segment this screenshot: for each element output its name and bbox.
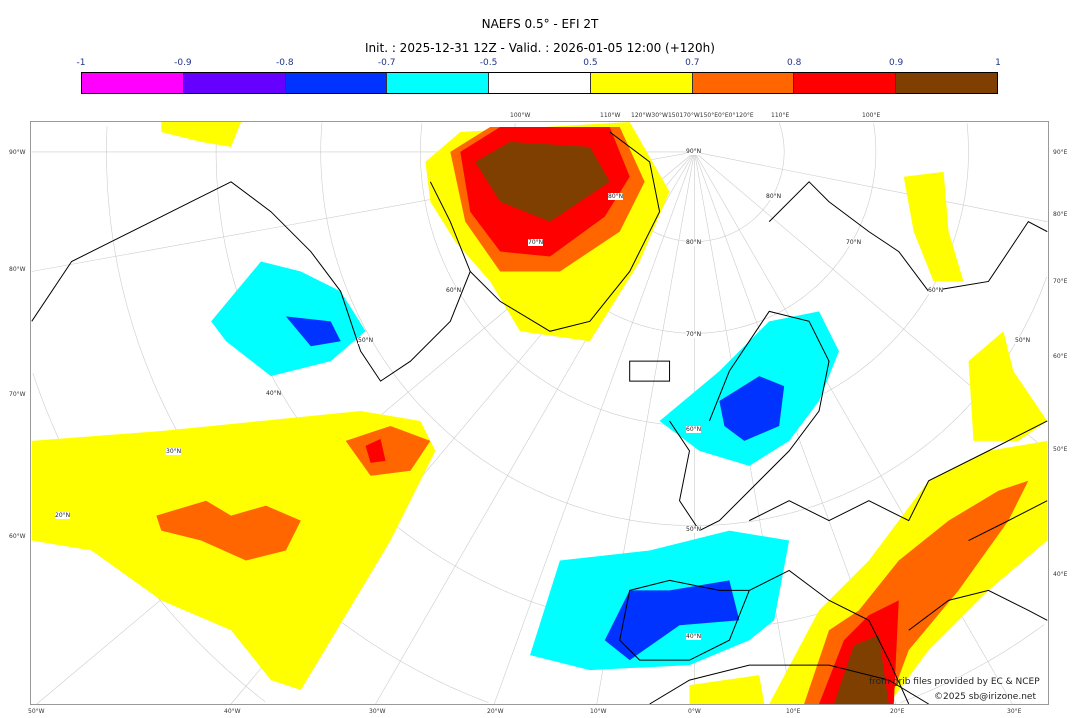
colorbar-bin bbox=[489, 73, 591, 93]
colorbar-bin bbox=[183, 73, 286, 93]
right-axis-label: 50°E bbox=[1053, 446, 1068, 453]
map-title: NAEFS 0.5° - EFI 2T bbox=[481, 17, 599, 31]
colorbar-tick-label: -0.5 bbox=[479, 58, 498, 68]
latitude-label: 40°N bbox=[686, 633, 702, 640]
colorbar-bin bbox=[387, 73, 490, 93]
map-subtitle: Init. : 2025-12-31 12Z - Valid. : 2026-0… bbox=[365, 41, 715, 55]
colorbar-tick-label: -0.8 bbox=[275, 58, 294, 68]
colorbar-tick-label: 0.7 bbox=[685, 58, 700, 68]
colorbar-tick-label: 0.5 bbox=[583, 58, 598, 68]
colorbar-tick-label: -0.9 bbox=[174, 58, 192, 68]
bottom-axis-label: 50°W bbox=[28, 708, 45, 715]
colorbar-bin bbox=[285, 73, 388, 93]
bottom-axis-label: 40°W bbox=[224, 708, 241, 715]
latitude-label: 20°N bbox=[55, 512, 71, 519]
bottom-axis-label: 30°W bbox=[369, 708, 386, 715]
latitude-label: 70°N bbox=[686, 331, 702, 338]
colorbar-tick-label: 0.8 bbox=[787, 58, 802, 68]
top-axis-label: 100°E bbox=[862, 112, 881, 119]
top-axis-label: 100°W bbox=[510, 112, 531, 119]
latitude-label: 80°N bbox=[608, 193, 624, 200]
colorbar bbox=[81, 72, 998, 94]
right-axis-label: 90°E bbox=[1053, 149, 1068, 156]
copyright: ©2025 sb@irizone.net bbox=[934, 692, 1036, 702]
bottom-axis-label: 20°W bbox=[487, 708, 504, 715]
bottom-axis-label: 30°E bbox=[1007, 708, 1022, 715]
bottom-axis-label: 20°E bbox=[890, 708, 905, 715]
colorbar-tick-label: 0.9 bbox=[888, 58, 904, 68]
colorbar-bin bbox=[794, 73, 897, 93]
source-credit: from grib files provided by EC & NCEP bbox=[869, 677, 1040, 687]
top-axis-label: 110°W bbox=[600, 112, 621, 119]
left-axis-label: 90°W bbox=[9, 149, 26, 156]
latitude-label: 30°N bbox=[166, 448, 182, 455]
latitude-label: 50°N bbox=[1015, 337, 1031, 344]
right-axis-label: 60°E bbox=[1053, 353, 1068, 360]
colorbar-tick-label: -1 bbox=[76, 58, 86, 68]
latitude-label: 80°N bbox=[766, 193, 782, 200]
bottom-axis-label: 10°W bbox=[590, 708, 607, 715]
latitude-label: 60°N bbox=[446, 287, 462, 294]
latitude-circle bbox=[320, 122, 1048, 526]
latitude-label: 40°N bbox=[266, 390, 282, 397]
colorbar-tick-label: 1 bbox=[995, 58, 1001, 68]
colorbar-tick-label: -0.7 bbox=[377, 58, 396, 68]
top-axis-label: 110°E bbox=[771, 112, 790, 119]
coastlines bbox=[31, 131, 1048, 704]
bottom-axis-label: 10°E bbox=[786, 708, 801, 715]
right-axis-label: 40°E bbox=[1053, 571, 1068, 578]
efi-shading bbox=[31, 122, 1048, 704]
latitude-label: 90°N bbox=[686, 148, 702, 155]
latitude-label: 70°N bbox=[846, 239, 862, 246]
left-axis-label: 80°W bbox=[9, 266, 26, 273]
latitude-label: 60°N bbox=[686, 426, 702, 433]
latitude-label: 50°N bbox=[358, 337, 374, 344]
latitude-label: 80°N bbox=[686, 239, 702, 246]
latitude-label: 60°N bbox=[928, 287, 944, 294]
latitude-label: 50°N bbox=[686, 526, 702, 533]
latitude-label: 70°N bbox=[528, 239, 544, 246]
colorbar-bin bbox=[82, 73, 184, 93]
right-axis-label: 80°E bbox=[1053, 211, 1068, 218]
map-svg bbox=[31, 122, 1048, 704]
colorbar-bin bbox=[896, 73, 998, 93]
map-panel: 90°N 80°N 70°N 60°N 50°N 40°N 80°N 70°N 60°N 50°N… bbox=[30, 121, 1049, 705]
left-axis-label: 60°W bbox=[9, 533, 26, 540]
bottom-axis-label: 0°W bbox=[688, 708, 701, 715]
colorbar-bin bbox=[590, 73, 693, 93]
top-axis-label: 120°W30°W150170°W150°E0°E0°120°E bbox=[631, 112, 754, 119]
left-axis-label: 70°W bbox=[9, 391, 26, 398]
colorbar-bin bbox=[692, 73, 795, 93]
right-axis-label: 70°E bbox=[1053, 278, 1068, 285]
